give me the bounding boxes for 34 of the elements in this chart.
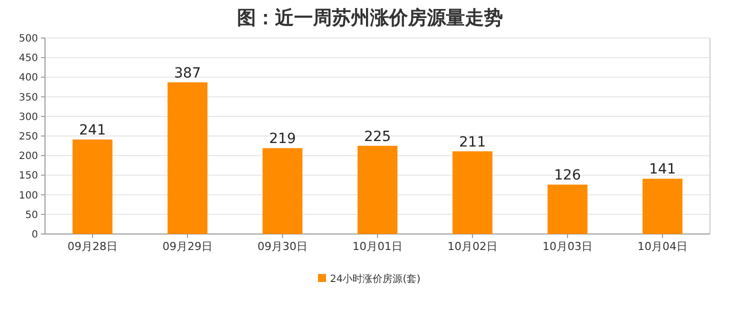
y-tick-label: 350 xyxy=(18,92,38,104)
chart-title: 图：近一周苏州涨价房源量走势 xyxy=(237,7,503,29)
bar xyxy=(452,151,492,234)
y-tick-label: 200 xyxy=(18,151,38,162)
x-tick-label: 09月30日 xyxy=(258,240,308,253)
data-label: 387 xyxy=(174,65,201,82)
bar xyxy=(642,178,682,234)
y-tick-label: 400 xyxy=(18,72,38,84)
data-label: 211 xyxy=(459,134,486,150)
data-label: 219 xyxy=(269,131,296,148)
data-label: 141 xyxy=(649,162,676,178)
legend-label: 24小时涨价房源(套) xyxy=(330,273,421,285)
data-label: 126 xyxy=(554,168,581,184)
x-tick-label: 10月01日 xyxy=(352,240,402,253)
x-tick-label: 09月28日 xyxy=(68,240,118,253)
data-label: 225 xyxy=(364,128,391,145)
bar xyxy=(72,140,112,234)
y-tick-label: 50 xyxy=(25,210,38,221)
y-tick-label: 150 xyxy=(18,170,38,182)
x-tick-label: 10月02日 xyxy=(448,240,498,253)
y-tick-label: 0 xyxy=(32,230,38,240)
y-tick-label: 100 xyxy=(18,190,38,202)
x-tick-label: 10月04日 xyxy=(638,240,688,253)
y-tick-label: 300 xyxy=(18,112,38,123)
bar xyxy=(262,148,302,234)
y-tick-label: 250 xyxy=(18,132,38,142)
bar xyxy=(548,184,588,234)
data-label: 241 xyxy=(79,122,106,139)
bar xyxy=(168,82,208,234)
y-tick-label: 500 xyxy=(18,34,38,44)
y-tick-label: 450 xyxy=(18,53,38,64)
bar xyxy=(358,146,398,234)
x-tick-label: 10月03日 xyxy=(542,240,592,253)
x-tick-label: 09月29日 xyxy=(162,240,212,253)
